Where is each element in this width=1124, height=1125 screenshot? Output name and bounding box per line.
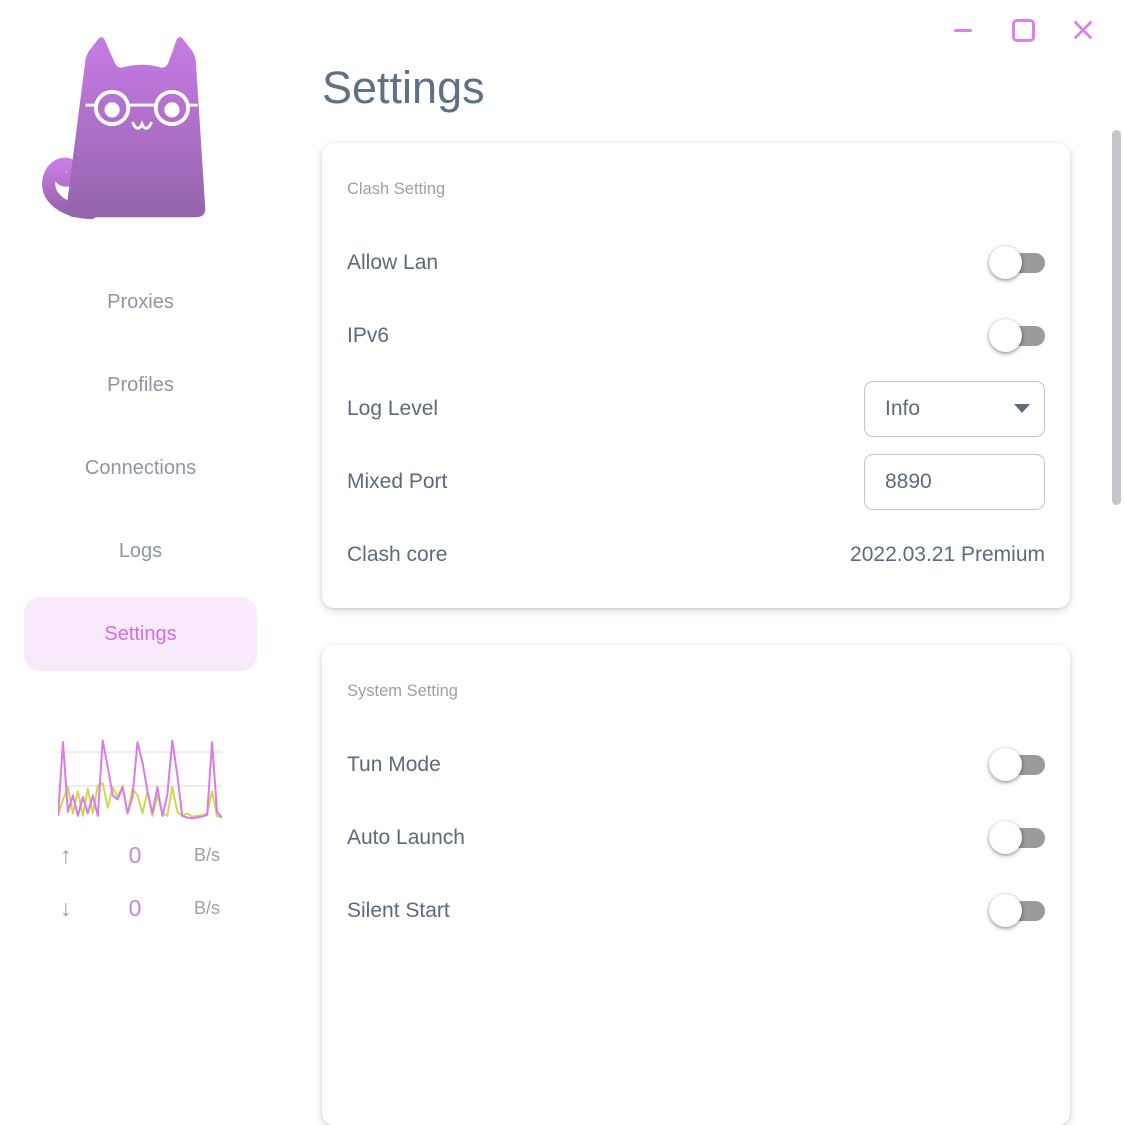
sidebar-item-profiles[interactable]: Profiles	[107, 373, 174, 396]
setting-row-auto-launch: Auto Launch	[347, 801, 1045, 874]
maximize-icon	[1011, 18, 1035, 42]
setting-row-allow-lan: Allow Lan	[347, 226, 1045, 299]
toggle-thumb	[989, 893, 1022, 927]
log-level-label: Log Level	[347, 396, 439, 420]
download-unit: B/s	[193, 897, 220, 918]
auto-launch-label: Auto Launch	[347, 825, 465, 849]
sidebar-item-connections[interactable]: Connections	[84, 456, 197, 479]
traffic-stats: ↑ 0 B/s ↓ 0 B/s	[60, 840, 220, 946]
upload-value: 0	[128, 841, 142, 868]
ipv6-label: IPv6	[347, 323, 390, 347]
caret-down-icon	[1014, 404, 1030, 413]
setting-row-tun-mode: Tun Mode	[347, 728, 1045, 801]
minimize-icon	[954, 28, 972, 32]
toggle-thumb	[989, 820, 1022, 854]
sidebar-item-settings[interactable]: Settings	[24, 597, 257, 671]
system-setting-card: System Setting Tun Mode Auto Launch Sile…	[322, 645, 1070, 1125]
download-stat-row: ↓ 0 B/s	[60, 893, 220, 923]
sidebar-item-logs[interactable]: Logs	[118, 539, 163, 562]
log-level-selected-value: Info	[885, 396, 921, 420]
card-title: Clash Setting	[347, 180, 446, 198]
upload-arrow-icon: ↑	[60, 841, 72, 868]
toggle-thumb	[989, 318, 1022, 352]
log-level-select[interactable]: Info	[864, 380, 1045, 437]
setting-row-mixed-port: Mixed Port	[347, 445, 1045, 518]
allow-lan-label: Allow Lan	[347, 250, 439, 274]
allow-lan-toggle[interactable]	[989, 244, 1045, 282]
setting-row-ipv6: IPv6	[347, 299, 1045, 372]
clash-setting-card: Clash Setting Allow Lan IPv6 Log Level I…	[322, 143, 1070, 608]
tun-mode-label: Tun Mode	[347, 752, 441, 776]
setting-row-silent-start: Silent Start	[347, 874, 1045, 947]
close-icon	[1074, 21, 1092, 39]
traffic-chart	[57, 738, 223, 820]
mixed-port-input[interactable]	[864, 453, 1045, 510]
clash-core-version: 2022.03.21 Premium	[850, 542, 1045, 566]
page-title: Settings	[322, 62, 485, 113]
setting-row-log-level: Log Level Info	[347, 372, 1045, 445]
clash-core-label: Clash core	[347, 542, 448, 566]
toggle-thumb	[989, 245, 1022, 279]
silent-start-label: Silent Start	[347, 898, 450, 922]
download-arrow-icon: ↓	[60, 894, 72, 921]
toggle-thumb	[989, 747, 1022, 781]
setting-row-clash-core: Clash core 2022.03.21 Premium	[347, 518, 1045, 591]
cat-logo-icon	[42, 37, 206, 220]
mixed-port-label: Mixed Port	[347, 469, 448, 493]
tun-mode-toggle[interactable]	[989, 746, 1045, 784]
sidebar-nav: Proxies Profiles Connections Logs Settin…	[24, 265, 257, 680]
sidebar-item-proxies[interactable]: Proxies	[107, 290, 174, 313]
upload-stat-row: ↑ 0 B/s	[60, 840, 220, 870]
card-title: System Setting	[347, 682, 458, 700]
scrollbar-thumb[interactable]	[1112, 130, 1121, 505]
download-value: 0	[128, 894, 142, 921]
auto-launch-toggle[interactable]	[989, 819, 1045, 857]
ipv6-toggle[interactable]	[989, 317, 1045, 355]
silent-start-toggle[interactable]	[989, 892, 1045, 930]
minimize-button[interactable]	[950, 17, 976, 43]
upload-unit: B/s	[193, 844, 220, 865]
maximize-button[interactable]	[1010, 17, 1036, 43]
close-button[interactable]	[1070, 17, 1096, 43]
